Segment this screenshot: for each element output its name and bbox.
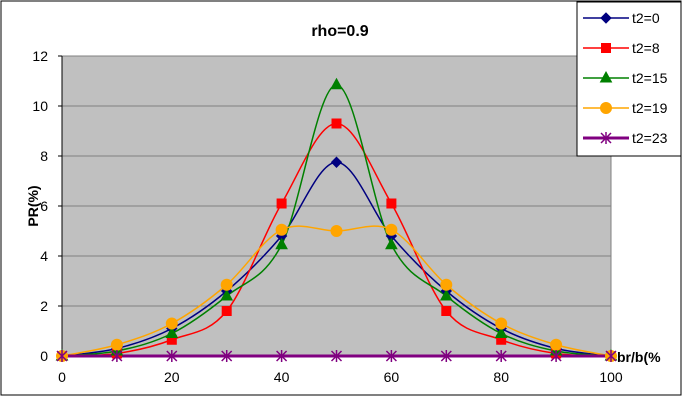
legend-marker-t2=23	[600, 132, 612, 144]
data-point-t2=19	[385, 223, 398, 236]
data-point-t2=19	[275, 223, 288, 236]
data-point-t2=8	[276, 198, 287, 209]
legend-item: t2=0	[583, 10, 660, 26]
data-point-t2=19	[495, 317, 508, 330]
x-tick-label: 40	[274, 369, 290, 385]
y-axis-label: PR(%)	[25, 185, 41, 226]
data-point-t2=0	[330, 156, 343, 168]
data-point-t2=15	[220, 288, 234, 301]
legend: t2=0 t2=8 t2=15 t2=19 t2=23	[576, 1, 682, 157]
legend-label: t2=0	[632, 10, 660, 26]
data-point-t2=23	[440, 350, 452, 362]
x-tick-label: 20	[164, 369, 180, 385]
axes: 0 2 4 6 8 10 12 0 20 40 60 80 100	[32, 48, 622, 385]
legend-marker-t2=8	[601, 43, 611, 53]
data-point-t2=23	[276, 350, 288, 362]
legend-marker-t2=19	[600, 102, 612, 114]
data-point-t2=23	[330, 350, 343, 362]
y-tick-label: 12	[32, 48, 48, 64]
legend-item: t2=19	[583, 100, 668, 116]
data-point-t2=19	[550, 338, 563, 351]
y-tick-label: 0	[40, 348, 48, 364]
legend-item: t2=15	[583, 70, 668, 86]
legend-label: t2=8	[632, 40, 660, 56]
data-point-t2=15	[439, 288, 453, 301]
x-tick-label: 0	[58, 369, 66, 385]
legend-box	[576, 1, 682, 157]
x-tick-label: 60	[384, 369, 400, 385]
x-tick-label: 100	[599, 369, 623, 385]
data-point-t2=15	[165, 326, 179, 338]
data-point-t2=23	[385, 350, 397, 362]
data-point-t2=23	[605, 350, 617, 362]
data-point-t2=15	[494, 326, 508, 338]
legend-label: t2=23	[632, 130, 668, 146]
data-point-t2=8	[331, 118, 342, 129]
x-tick-label: 80	[493, 369, 509, 385]
legend-label: t2=15	[632, 70, 668, 86]
data-point-t2=15	[275, 237, 288, 250]
legend-item: t2=8	[583, 40, 660, 56]
data-point-t2=23	[221, 350, 233, 362]
data-point-t2=19	[330, 225, 343, 237]
legend-label: t2=19	[632, 100, 668, 116]
legend-marker-t2=0	[600, 12, 612, 24]
y-tick-label: 6	[40, 198, 48, 214]
data-point-t2=23	[495, 350, 507, 362]
data-point-t2=19	[165, 317, 178, 330]
data-point-t2=23	[550, 350, 562, 362]
data-point-t2=8	[386, 198, 397, 209]
data-point-t2=15	[385, 237, 398, 250]
y-tick-label: 2	[40, 298, 48, 314]
chart-title: rho=0.9	[311, 23, 368, 40]
data-point-t2=19	[440, 278, 453, 291]
gridlines	[62, 55, 611, 307]
data-point-t2=8	[221, 306, 232, 316]
data-point-t2=23	[56, 350, 68, 362]
x-axis-label: br/b(%	[617, 349, 661, 365]
data-point-t2=19	[220, 278, 233, 291]
data-point-t2=8	[441, 306, 452, 316]
data-point-t2=23	[166, 350, 178, 362]
series-markers	[55, 77, 618, 362]
data-point-t2=19	[110, 338, 123, 351]
legend-marker-t2=15	[599, 70, 613, 83]
y-tick-label: 4	[40, 248, 48, 264]
data-point-t2=15	[330, 77, 343, 90]
data-point-t2=23	[111, 350, 123, 362]
legend-item: t2=23	[583, 130, 668, 146]
y-tick-label: 8	[40, 148, 48, 164]
y-tick-label: 10	[32, 98, 48, 114]
